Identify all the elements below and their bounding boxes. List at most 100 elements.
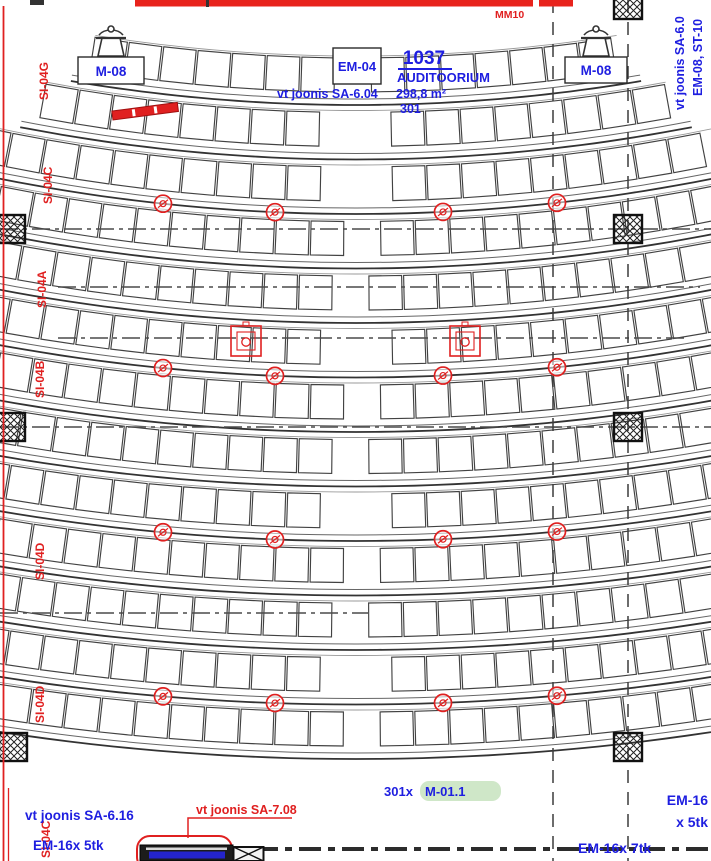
seat <box>541 591 579 630</box>
seat <box>391 655 427 692</box>
seat <box>690 352 711 391</box>
mm10-label: MM10 <box>495 9 524 21</box>
seat <box>622 691 661 731</box>
seat-type-highlight <box>420 781 501 801</box>
seat <box>379 547 415 583</box>
seat-back-arc <box>0 239 711 275</box>
seat <box>192 268 229 307</box>
seat <box>297 274 333 311</box>
em16-left-note: EM-16x 5tk <box>33 838 104 853</box>
seat <box>5 132 46 174</box>
seat <box>655 190 696 231</box>
seat <box>194 49 232 88</box>
seat <box>145 154 184 193</box>
seat <box>564 643 602 683</box>
row-front-arc <box>0 675 711 706</box>
row-step-arc <box>0 283 711 318</box>
seat <box>690 518 711 557</box>
seat <box>644 247 684 288</box>
seat <box>63 198 103 239</box>
seat <box>598 310 638 350</box>
seat <box>249 108 286 146</box>
room-name: AUDITOORIUM <box>397 70 490 85</box>
seat <box>262 273 299 310</box>
seat <box>168 375 206 414</box>
emergency-symbol-inner <box>159 528 167 536</box>
seat <box>121 425 160 465</box>
seat <box>168 539 206 578</box>
seat <box>0 130 12 167</box>
seat <box>145 483 183 522</box>
row-step-arc <box>0 615 711 645</box>
seat <box>74 89 114 130</box>
seat <box>121 261 160 301</box>
seat <box>564 149 603 190</box>
seat <box>86 586 125 626</box>
seat <box>121 590 160 629</box>
floor-box-symbol <box>449 325 481 357</box>
seat <box>656 356 696 397</box>
emergency-symbol-slash <box>157 691 169 701</box>
seat <box>144 99 182 139</box>
room-area: 298,8 m² <box>396 87 446 101</box>
seat <box>40 470 79 510</box>
seat-back-arc <box>0 128 711 166</box>
seat <box>564 314 603 354</box>
emergency-symbol-slash <box>157 199 169 209</box>
seat <box>528 99 567 139</box>
seat <box>529 154 568 193</box>
column-symbol <box>612 213 644 245</box>
emergency-symbol-slash <box>437 207 449 217</box>
floor-box-inner <box>455 331 475 351</box>
seat <box>391 492 427 529</box>
row-front-arc <box>0 510 711 542</box>
seat <box>552 699 591 739</box>
seat <box>575 423 614 462</box>
emergency-symbol-inner <box>271 372 279 380</box>
seat <box>506 266 545 305</box>
emergency-symbol-inner <box>159 200 167 208</box>
seat <box>402 437 439 474</box>
column-symbol <box>0 731 29 763</box>
seat <box>437 599 474 636</box>
seat <box>599 639 638 679</box>
seat <box>227 434 264 472</box>
seat <box>75 475 114 515</box>
seat-back-arc <box>0 681 711 711</box>
seat <box>28 523 68 564</box>
seat <box>495 650 532 688</box>
seat-back-arc <box>0 183 711 220</box>
seat <box>425 490 462 528</box>
room-code: 301 <box>400 102 421 116</box>
seat <box>656 521 696 562</box>
section-label-si04g: SI-04G <box>37 62 51 100</box>
emergency-symbol-inner <box>159 692 167 701</box>
seat <box>379 383 415 420</box>
seat <box>145 318 183 358</box>
seat-back-arc <box>0 350 711 384</box>
seat <box>309 383 345 420</box>
seat <box>690 683 711 722</box>
seat <box>286 328 322 365</box>
seat <box>239 381 275 418</box>
seat <box>391 328 427 365</box>
seat <box>250 163 287 201</box>
floor-box-circle <box>241 337 251 347</box>
seat <box>0 573 22 612</box>
seat <box>379 220 415 256</box>
seat-type-code: M-01.1 <box>425 784 465 799</box>
seat <box>518 374 556 413</box>
top-edge-tick <box>206 0 209 7</box>
seat <box>156 265 195 304</box>
seat <box>518 210 556 249</box>
equipment-element <box>139 844 234 861</box>
seat <box>598 144 638 185</box>
seat <box>274 546 310 583</box>
seat <box>460 488 497 526</box>
seat <box>564 479 603 519</box>
row-step-arc <box>0 670 711 700</box>
seat <box>495 322 533 360</box>
seat <box>633 470 673 510</box>
